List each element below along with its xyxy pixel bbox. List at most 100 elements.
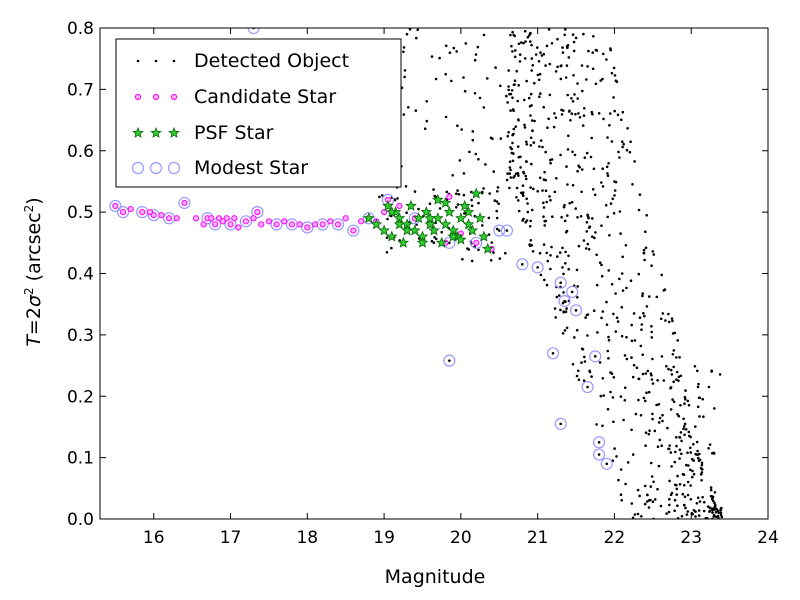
axis-ticks: 16 17 18 19 20 21 22 23 24 0.0 0.1 0.2 0.3 0.4 0.5 0.6 0… bbox=[67, 19, 779, 548]
detected-point bbox=[573, 153, 577, 157]
detected-point bbox=[525, 219, 529, 222]
detected-point bbox=[523, 98, 526, 102]
detected-point bbox=[564, 28, 567, 31]
detected-point bbox=[451, 174, 455, 177]
detected-point bbox=[561, 246, 564, 250]
detected-point bbox=[507, 69, 511, 72]
detected-point bbox=[460, 128, 464, 131]
y-label-eq: = bbox=[23, 319, 45, 335]
detected-point bbox=[526, 36, 530, 39]
detected-point bbox=[673, 509, 676, 513]
detected-point bbox=[514, 172, 518, 176]
detected-point bbox=[626, 127, 629, 130]
legend-marker-psf bbox=[168, 126, 180, 138]
psf-star-point bbox=[424, 212, 436, 224]
detected-point bbox=[714, 510, 718, 514]
psf-star-point bbox=[466, 224, 479, 236]
detected-point bbox=[594, 48, 598, 52]
detected-point bbox=[708, 510, 711, 513]
detected-point bbox=[528, 32, 532, 36]
detected-point bbox=[505, 178, 509, 182]
plot-area bbox=[109, 28, 724, 519]
detected-point bbox=[647, 506, 651, 509]
detected-point bbox=[522, 170, 525, 174]
detected-point bbox=[625, 357, 629, 361]
detected-point bbox=[613, 74, 617, 77]
detected-point bbox=[607, 269, 610, 272]
detected-point bbox=[619, 468, 623, 471]
detected-point bbox=[580, 347, 584, 351]
detected-point bbox=[661, 312, 665, 315]
detected-point bbox=[646, 369, 650, 373]
detected-point bbox=[523, 29, 527, 33]
legend-box bbox=[115, 38, 402, 188]
detected-point bbox=[523, 126, 527, 129]
detected-point bbox=[658, 416, 662, 420]
modest-star-point bbox=[178, 196, 191, 210]
detected-point bbox=[510, 89, 514, 92]
detected-point bbox=[517, 174, 520, 177]
detected-point bbox=[606, 215, 609, 219]
detected-point bbox=[605, 58, 608, 61]
detected-point bbox=[700, 461, 704, 465]
detected-point bbox=[562, 310, 565, 314]
detected-point bbox=[619, 395, 623, 398]
detected-point bbox=[711, 511, 714, 515]
detected-point bbox=[644, 399, 647, 403]
y-tick-label: 0.4 bbox=[67, 265, 94, 285]
detected-point bbox=[650, 336, 654, 339]
detected-point bbox=[678, 356, 681, 359]
detected-point bbox=[679, 404, 682, 407]
detected-point bbox=[633, 513, 637, 516]
detected-point bbox=[510, 44, 513, 48]
detected-point bbox=[575, 268, 579, 272]
detected-point bbox=[559, 308, 562, 312]
detected-point bbox=[586, 242, 590, 246]
detected-point bbox=[597, 112, 601, 115]
detected-point bbox=[658, 438, 662, 442]
detected-point bbox=[524, 160, 528, 163]
detected-point bbox=[607, 357, 610, 360]
candidate-star-point bbox=[446, 193, 453, 200]
detected-point bbox=[699, 473, 703, 476]
detected-point bbox=[609, 202, 613, 205]
detected-point bbox=[550, 158, 554, 161]
detected-point bbox=[624, 482, 627, 486]
modest-star-point bbox=[554, 417, 567, 430]
detected-point bbox=[456, 189, 459, 192]
detected-point bbox=[530, 57, 534, 60]
detected-point bbox=[595, 283, 599, 287]
detected-point bbox=[506, 101, 509, 104]
detected-point bbox=[717, 511, 720, 515]
detected-point bbox=[544, 150, 547, 154]
detected-point bbox=[615, 455, 618, 458]
detected-point bbox=[623, 386, 627, 390]
detected-point bbox=[470, 259, 474, 263]
detected-point bbox=[515, 69, 518, 73]
detected-point bbox=[713, 501, 716, 505]
detected-point bbox=[697, 514, 701, 517]
detected-point bbox=[719, 511, 723, 514]
detected-point bbox=[641, 292, 644, 295]
detected-point bbox=[593, 236, 596, 240]
detected-point bbox=[611, 197, 614, 201]
detected-point bbox=[476, 45, 480, 49]
candidate-star-point bbox=[319, 221, 326, 228]
detected-point bbox=[564, 262, 567, 265]
detected-point bbox=[529, 186, 532, 189]
detected-point bbox=[525, 197, 528, 201]
modest-star-point bbox=[558, 295, 571, 308]
detected-point bbox=[684, 397, 687, 401]
detected-point bbox=[521, 184, 525, 187]
detected-point bbox=[589, 155, 593, 159]
detected-point bbox=[504, 251, 507, 255]
modest-star-point bbox=[566, 285, 579, 299]
detected-point bbox=[664, 319, 667, 322]
detected-point bbox=[507, 131, 510, 134]
y-label-unit: (arcsec bbox=[23, 212, 45, 287]
detected-point bbox=[617, 478, 620, 482]
detected-point bbox=[416, 28, 420, 32]
detected-point bbox=[584, 247, 588, 250]
detected-point bbox=[621, 255, 624, 259]
detected-point bbox=[425, 100, 429, 103]
